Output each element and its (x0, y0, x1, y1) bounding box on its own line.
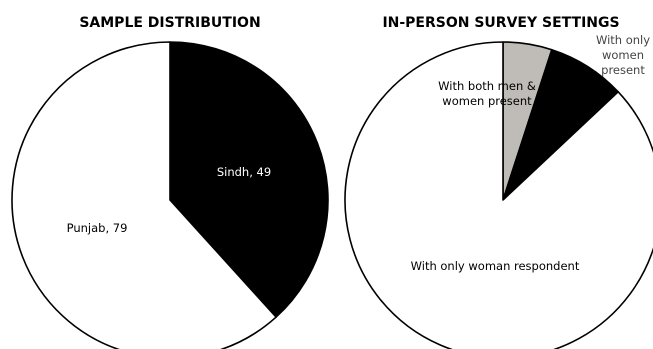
slice-label-sindh-49: Sindh, 49 (217, 165, 271, 179)
slice-label-with-only-women-present: With only women present (596, 33, 650, 77)
pie-chart-1: SAMPLE DISTRIBUTION Sindh, 49 Punjab, 79 (11, 15, 329, 349)
chart-title: IN-PERSON SURVEY SETTINGS (382, 15, 619, 31)
pie-slice-with-only-woman-respondent (344, 41, 653, 349)
pie-chart-2: IN-PERSON SURVEY SETTINGS With both men &… (344, 15, 653, 349)
pie-slice-sindh-49 (169, 41, 329, 318)
slice-label-with-both-men-women-present: With both men & women present (438, 79, 536, 108)
slice-label-punjab-79: Punjab, 79 (67, 221, 128, 235)
chart-title: SAMPLE DISTRIBUTION (79, 15, 260, 31)
pie-slice-punjab-79 (11, 41, 277, 349)
slice-label-with-only-woman-respondent: With only woman respondent (411, 259, 580, 273)
